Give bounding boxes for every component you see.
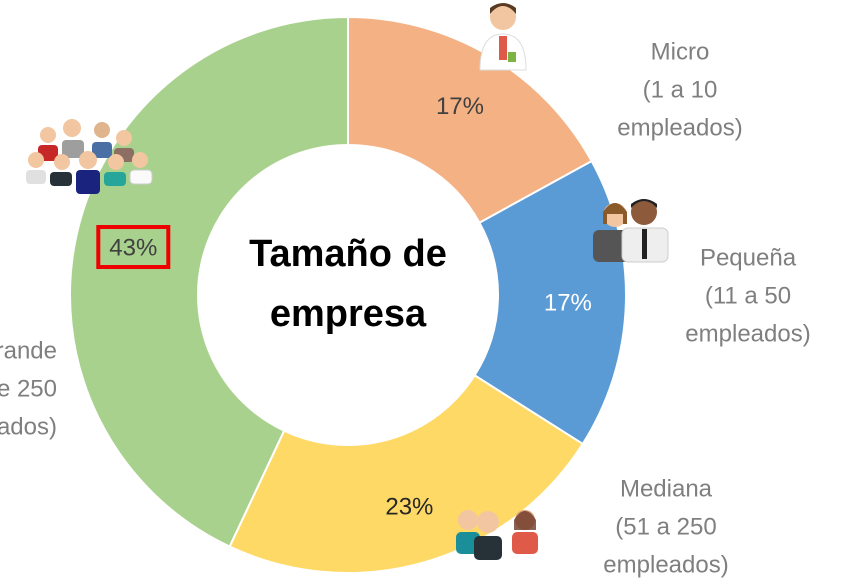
icon-pequena xyxy=(593,199,669,263)
icon-grande xyxy=(26,119,153,194)
value-label: 17% xyxy=(544,289,592,316)
category-label: (más de 250 xyxy=(0,375,57,402)
slice xyxy=(68,15,349,548)
category-label: empleados) xyxy=(603,551,728,578)
category-label: (51 a 250 xyxy=(615,513,716,540)
category-label: Pequeña xyxy=(700,244,797,271)
category-label: empleados) xyxy=(0,413,57,440)
category-label: Micro xyxy=(651,38,710,65)
slice xyxy=(347,15,593,225)
highlight-box xyxy=(96,225,171,270)
center-title: Tamaño de xyxy=(249,233,447,275)
category-label: (11 a 50 xyxy=(705,282,791,309)
category-label: (1 a 10 xyxy=(643,76,718,103)
category-label: empleados) xyxy=(685,320,810,347)
value-label: 17% xyxy=(436,93,484,120)
category-label: Grande xyxy=(0,337,57,364)
value-label: 43% xyxy=(109,234,157,261)
value-label: 23% xyxy=(385,494,433,521)
category-label: Mediana xyxy=(620,475,713,502)
icon-mediana xyxy=(456,510,538,560)
center-title: empresa xyxy=(270,293,427,335)
icon-micro xyxy=(479,3,527,71)
category-label: empleados) xyxy=(617,114,742,141)
